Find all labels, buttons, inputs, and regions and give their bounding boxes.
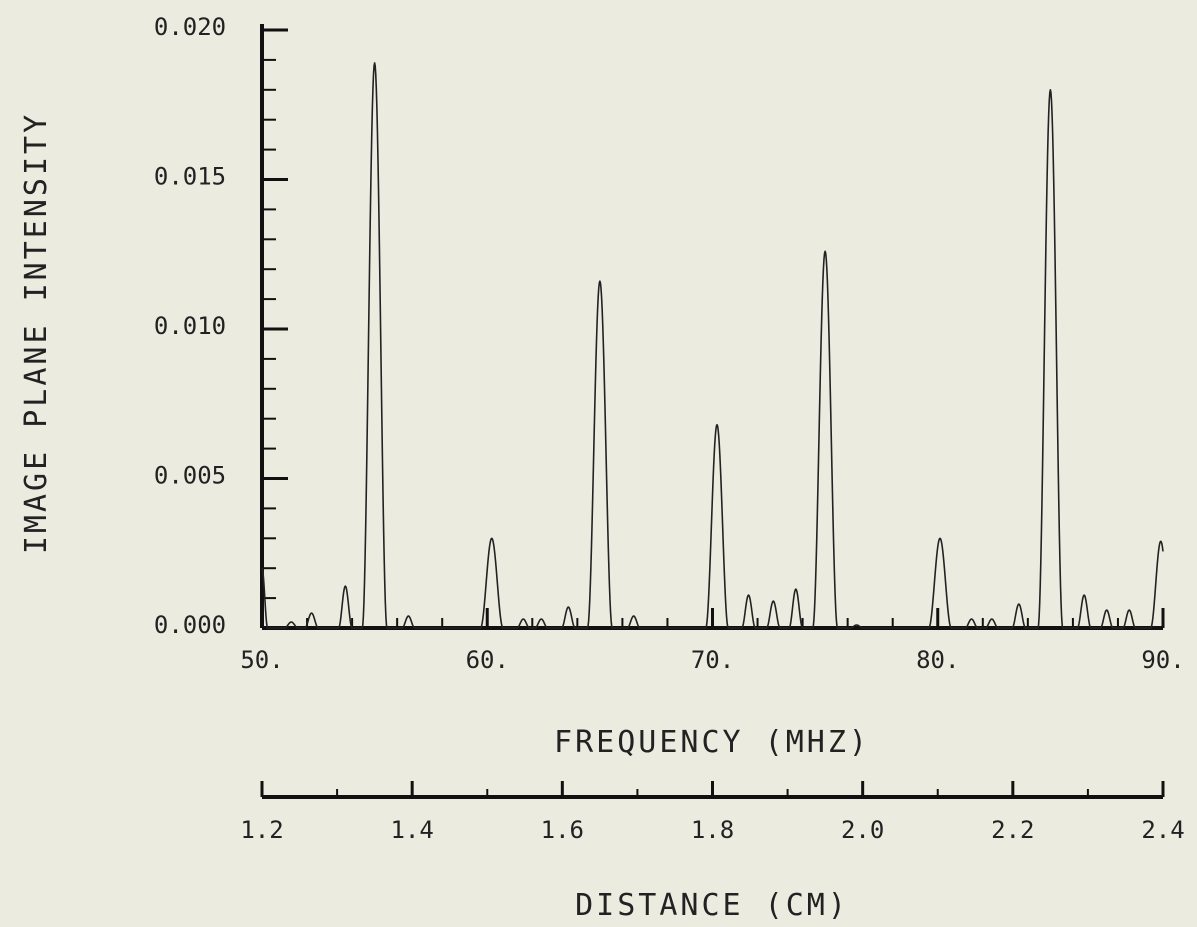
secondary-x-tick-label: 1.2 [240,816,283,844]
x-ticks [260,608,1165,628]
y-axis-title: IMAGE PLANE INTENSITY [19,112,54,554]
x-tick-label: 80. [916,646,959,674]
secondary-x-tick-label: 1.8 [691,816,734,844]
y-axis: 0.000 0.005 0.010 0.015 0.020 [154,13,288,639]
secondary-x-axis-title: DISTANCE (CM) [575,888,849,923]
x-tick-label: 90. [1141,646,1184,674]
series-line-intensity [261,62,1164,629]
secondary-x-tick-label: 2.2 [991,816,1034,844]
y-tick-label: 0.005 [154,462,226,490]
secondary-x-ticks [260,781,1165,797]
y-tick-label: 0.000 [154,611,226,639]
x-tick-label: 70. [691,646,734,674]
y-tick-label: 0.010 [154,312,226,340]
secondary-x-axis: 1.2 1.4 1.6 1.8 2.0 2.2 2.4 [240,781,1185,844]
secondary-x-tick-label: 1.6 [541,816,584,844]
secondary-x-tick-labels: 1.2 1.4 1.6 1.8 2.0 2.2 2.4 [240,816,1184,844]
x-tick-label: 50. [240,646,283,674]
secondary-x-tick-label: 2.0 [841,816,884,844]
y-tick-label: 0.015 [154,163,226,191]
x-axis-title: FREQUENCY (MHZ) [554,725,870,760]
x-tick-label: 60. [466,646,509,674]
x-tick-labels: 50. 60. 70. 80. 90. [240,646,1184,674]
y-tick-labels: 0.000 0.005 0.010 0.015 0.020 [154,13,226,639]
y-tick-label: 0.020 [154,13,226,41]
secondary-x-tick-label: 1.4 [390,816,433,844]
y-ticks [262,28,288,630]
secondary-x-tick-label: 2.4 [1141,816,1184,844]
x-axis: 50. 60. 70. 80. 90. [240,608,1185,674]
